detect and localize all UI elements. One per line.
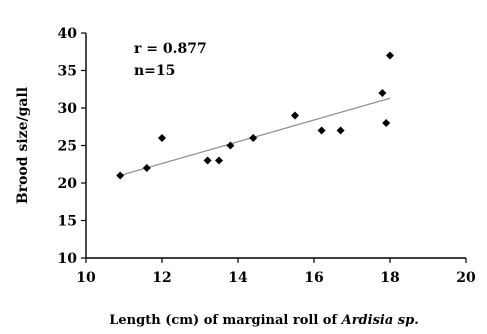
data-point [226, 141, 235, 150]
data-point [158, 134, 166, 142]
x-axis-label-main: Length (cm) of marginal roll of [109, 313, 341, 328]
x-tick-label: 20 [456, 270, 476, 286]
data-point [378, 89, 387, 97]
y-axis-label: Brood size/gall [15, 87, 31, 204]
y-tick-label: 10 [58, 251, 78, 267]
data-points [116, 51, 394, 180]
x-tick-label: 16 [304, 270, 323, 286]
data-point [336, 126, 345, 135]
y-tick-label: 30 [58, 101, 78, 117]
y-tick-label: 25 [58, 139, 77, 155]
y-tick-label: 15 [58, 214, 77, 230]
y-tick-label: 20 [58, 176, 78, 192]
axis-labels: Brood size/gall Length (cm) of marginal r… [15, 87, 419, 328]
data-point [317, 126, 326, 135]
annotation-n: n=15 [134, 63, 175, 79]
data-point [291, 111, 299, 120]
y-tick-label: 40 [58, 26, 78, 42]
x-tick-label: 12 [152, 270, 171, 286]
annotations: r = 0.877 n=15 [134, 41, 207, 79]
annotation-r: r = 0.877 [134, 41, 207, 57]
axes [81, 32, 467, 263]
data-point [382, 119, 391, 127]
y-tick-label: 35 [58, 64, 77, 80]
data-point [215, 156, 223, 165]
tick-labels: 10 15 20 25 30 35 40 10 12 14 16 18 20 [58, 26, 476, 286]
x-axis-label: Length (cm) of marginal roll of Ardisia … [109, 313, 418, 328]
data-point [386, 51, 394, 60]
x-tick-label: 10 [76, 270, 96, 286]
data-point [116, 171, 125, 180]
data-point [249, 134, 258, 142]
data-point [142, 164, 151, 172]
x-tick-label: 14 [228, 270, 248, 286]
data-point [203, 156, 212, 165]
x-axis-label-species: Ardisia sp. [340, 313, 419, 328]
x-tick-label: 18 [380, 270, 399, 286]
